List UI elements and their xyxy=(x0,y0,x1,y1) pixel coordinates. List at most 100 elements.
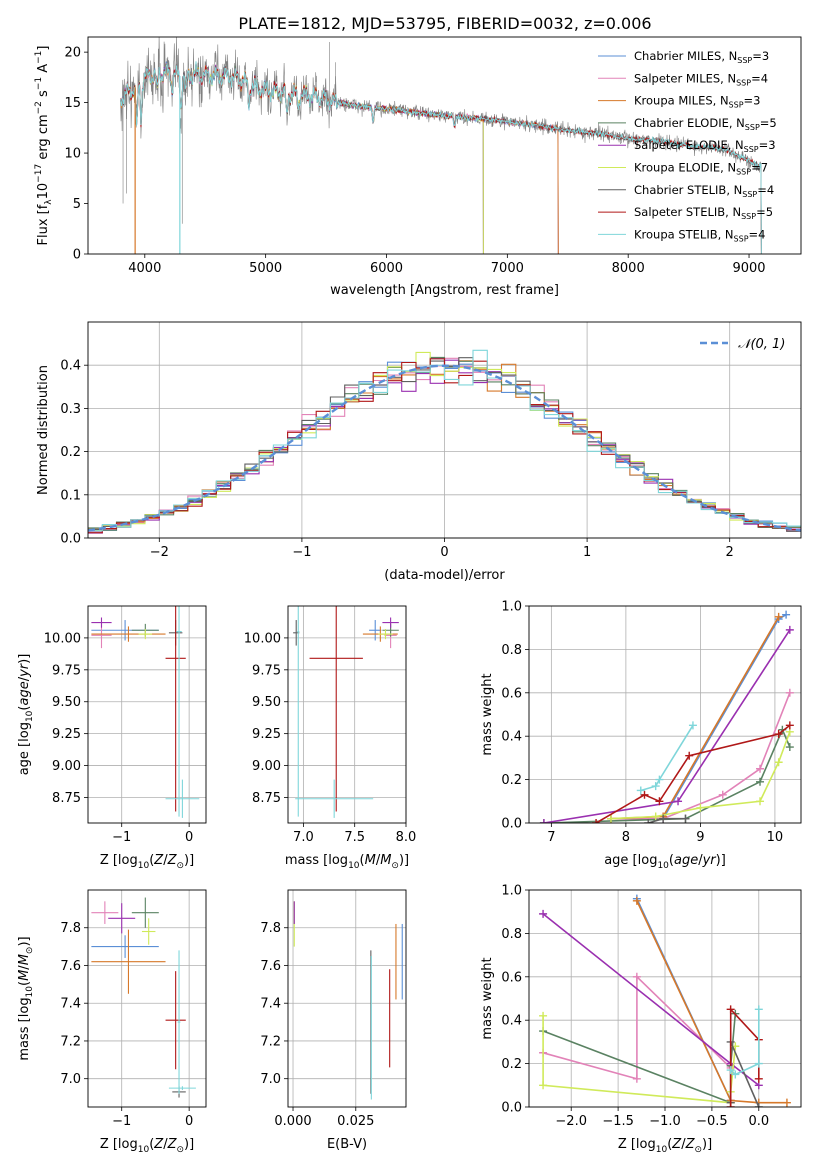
legend-entry: Chabrier ELODIE, NSSP=5 xyxy=(634,116,777,132)
weight-marker xyxy=(681,814,690,823)
y-axis-label: mass [log10(M/M⊙)] xyxy=(17,936,35,1060)
x-tick-label: −1 xyxy=(112,1114,131,1129)
z-age-plot-area xyxy=(91,606,200,818)
z-mass-panel: −1 0 7.0 7.2 7.4 7.6 7.8 Z [log10(Z/Z⊙)] mass [l… xyxy=(17,889,207,1155)
x-tick-label: 0 xyxy=(185,1114,193,1129)
y-tick-label: 0.4 xyxy=(501,1014,522,1029)
weight-marker xyxy=(726,1103,735,1107)
weight-marker xyxy=(640,790,649,799)
y-tick-label: 1.0 xyxy=(501,600,522,615)
y-tick-label: 1.0 xyxy=(501,884,522,899)
weight-marker xyxy=(539,909,548,918)
weight-marker xyxy=(696,803,705,812)
weight-marker xyxy=(539,1081,548,1090)
residuals-panel: −2 −1 0 1 2 0.0 0.1 0.2 0.3 0.4 𝒩(0, 1) (data-model… xyxy=(36,321,802,583)
age-weight-plot-area xyxy=(539,610,794,823)
y-tick-label: 8.75 xyxy=(252,791,281,806)
x-tick-label: −1.0 xyxy=(649,1114,681,1129)
weight-marker xyxy=(539,819,548,823)
mass-age-frame xyxy=(287,605,407,824)
mass-age-plot-area xyxy=(293,606,399,818)
y-tick-label: 0.4 xyxy=(60,359,81,374)
y-tick-label: 7.4 xyxy=(60,997,81,1012)
y-tick-label: 7.0 xyxy=(60,1072,81,1087)
y-tick-label: 9.25 xyxy=(252,727,281,742)
x-axis-label: mass [log10(M/M⊙)] xyxy=(285,853,409,871)
ebv-mass-frame xyxy=(287,889,407,1108)
y-tick-label: 0.0 xyxy=(501,1101,522,1116)
x-tick-label: 0.0 xyxy=(748,1114,769,1129)
y-axis-label: age [log10(age/yr)] xyxy=(17,654,35,776)
y-tick-label: 9.00 xyxy=(252,759,281,774)
x-tick-label: 8000 xyxy=(612,261,645,276)
y-tick-label: 0.2 xyxy=(501,773,522,788)
x-tick-label: −0.5 xyxy=(696,1114,728,1129)
weight-marker xyxy=(636,786,645,795)
x-tick-label: 1 xyxy=(583,545,591,560)
x-tick-label: 0 xyxy=(440,545,448,560)
z-mass-plot-area xyxy=(91,897,196,1098)
gaussian-reference-line xyxy=(88,364,801,532)
weight-marker xyxy=(774,730,783,739)
weight-line-chabrier-elodie xyxy=(542,1013,737,1104)
weight-marker xyxy=(754,1074,763,1083)
weight-marker xyxy=(774,758,783,767)
z-age-frame xyxy=(87,605,207,824)
x-tick-label: −2 xyxy=(150,545,169,560)
legend-entry: Kroupa MILES, NSSP=3 xyxy=(634,94,760,110)
x-tick-label: −2.0 xyxy=(555,1114,587,1129)
weight-marker xyxy=(785,688,794,697)
weight-marker xyxy=(774,612,783,621)
x-tick-label: 10 xyxy=(767,830,784,845)
x-tick-label: 7.5 xyxy=(344,830,365,845)
residuals-grid xyxy=(88,322,801,539)
y-tick-label: 0.1 xyxy=(60,488,81,503)
weight-marker xyxy=(756,797,765,806)
x-tick-label: −1.5 xyxy=(602,1114,634,1129)
weight-marker xyxy=(726,1066,735,1075)
residuals-plot-area xyxy=(88,349,801,534)
weight-marker xyxy=(632,1074,641,1083)
x-tick-label: 0.025 xyxy=(337,1114,374,1129)
y-axis-label: mass weight xyxy=(480,957,495,1039)
weight-marker xyxy=(785,625,794,634)
weight-line-salpeter-stelib xyxy=(595,724,791,823)
weight-marker xyxy=(659,814,668,823)
model-spectrum-kroupa-stelib xyxy=(120,61,762,254)
weight-marker xyxy=(756,777,765,786)
weight-line-kroupa-miles xyxy=(636,900,787,1104)
x-tick-label: 4000 xyxy=(128,261,161,276)
y-tick-label: 9.25 xyxy=(52,727,81,742)
weight-marker xyxy=(754,1005,763,1014)
y-tick-label: 7.2 xyxy=(60,1034,81,1049)
z-age-panel: −1 0 8.75 9.00 9.25 9.50 9.75 10.00 Z [log10(Z/Z… xyxy=(17,605,207,871)
residual-histogram-kroupa-stelib xyxy=(88,349,801,532)
x-axis-label: E(B-V) xyxy=(327,1137,367,1152)
spectrum-legend: Chabrier MILES, NSSP=3 Salpeter MILES, NS… xyxy=(598,49,777,243)
y-tick-label: 0.3 xyxy=(60,402,81,417)
y-tick-label: 0.6 xyxy=(501,970,522,985)
x-tick-label: 5000 xyxy=(249,261,282,276)
y-tick-label: 7.6 xyxy=(260,959,281,974)
weight-marker xyxy=(731,1070,740,1079)
legend-entry: Chabrier MILES, NSSP=3 xyxy=(634,49,769,65)
y-tick-label: 0.0 xyxy=(501,817,522,832)
y-tick-label: 7.4 xyxy=(260,997,281,1012)
x-axis-label: Z [log10(Z/Z⊙)] xyxy=(100,853,194,871)
y-tick-label: 7.6 xyxy=(60,959,81,974)
weight-marker xyxy=(785,721,794,730)
y-tick-label: 7.2 xyxy=(260,1034,281,1049)
y-axis-label: Normed distribution xyxy=(36,365,51,495)
weight-marker xyxy=(539,1011,548,1020)
y-tick-label: 7.8 xyxy=(60,921,81,936)
x-tick-label: 8.0 xyxy=(396,830,417,845)
x-axis-label: (data-model)/error xyxy=(384,568,505,583)
weight-line-kroupa-stelib xyxy=(640,724,694,792)
weight-marker xyxy=(785,743,794,752)
y-axis-label: Flux [fλ10−17 erg cm−2 s−1 A−1] xyxy=(34,46,54,246)
y-tick-label: 5 xyxy=(73,197,81,212)
weight-marker xyxy=(718,790,727,799)
weight-marker xyxy=(754,1059,763,1068)
x-tick-label: 7.0 xyxy=(293,830,314,845)
